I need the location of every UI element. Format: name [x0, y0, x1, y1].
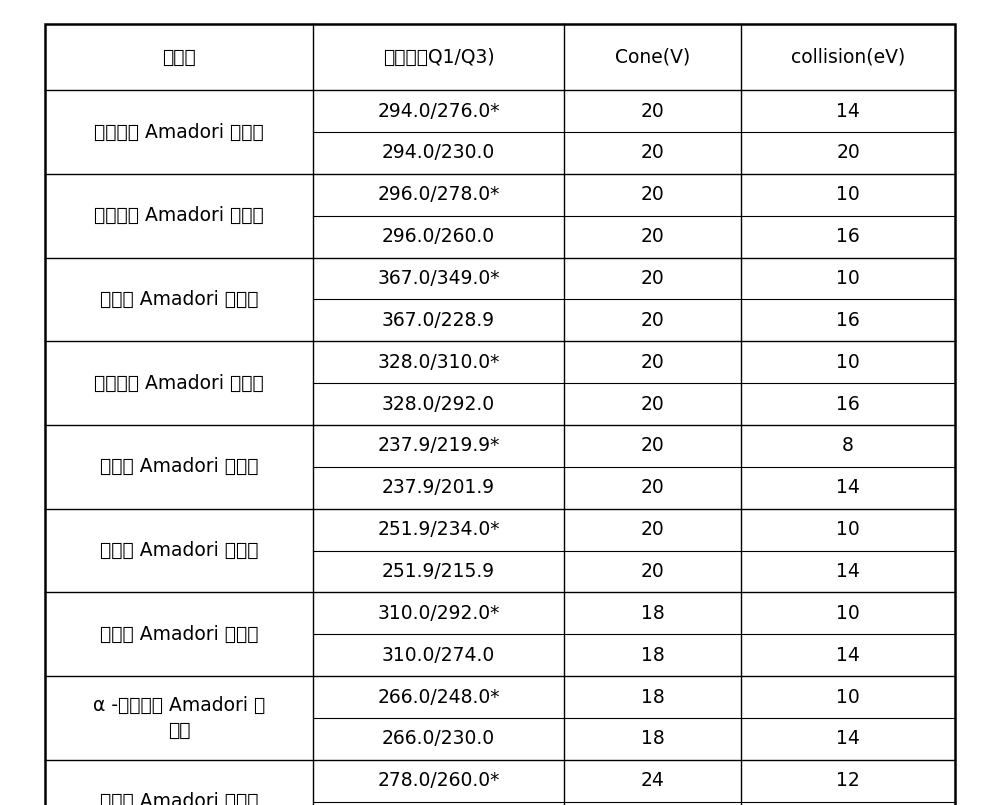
Text: 异亮氨酸 Amadori 化合物: 异亮氨酸 Amadori 化合物	[94, 122, 264, 142]
Text: 18: 18	[641, 687, 664, 707]
Text: 20: 20	[641, 520, 664, 539]
Text: 10: 10	[836, 269, 860, 288]
Text: 367.0/349.0*: 367.0/349.0*	[377, 269, 500, 288]
Text: 14: 14	[836, 478, 860, 497]
Text: 367.0/228.9: 367.0/228.9	[382, 311, 495, 330]
Text: 20: 20	[641, 227, 664, 246]
Text: 20: 20	[641, 143, 664, 163]
Text: 24: 24	[640, 771, 664, 791]
Text: 20: 20	[641, 269, 664, 288]
Text: 16: 16	[836, 394, 860, 414]
Text: 14: 14	[836, 646, 860, 665]
Text: 266.0/248.0*: 266.0/248.0*	[377, 687, 500, 707]
Text: 237.9/201.9: 237.9/201.9	[382, 478, 495, 497]
Text: 20: 20	[641, 311, 664, 330]
Text: 10: 10	[836, 185, 860, 204]
Text: 20: 20	[641, 436, 664, 456]
Text: 20: 20	[641, 101, 664, 121]
Text: 脸氨酸 Amadori 化合物: 脸氨酸 Amadori 化合物	[100, 792, 258, 805]
Text: 分析物: 分析物	[162, 47, 196, 67]
Text: 14: 14	[836, 101, 860, 121]
Text: 丙氨酸 Amadori 化合物: 丙氨酸 Amadori 化合物	[100, 541, 258, 560]
Text: 10: 10	[836, 687, 860, 707]
Text: 294.0/276.0*: 294.0/276.0*	[377, 101, 500, 121]
Text: α -氨基丁酸 Amadori 化
合物: α -氨基丁酸 Amadori 化 合物	[93, 696, 265, 740]
Text: 14: 14	[836, 562, 860, 581]
Text: 苯丙氨酸 Amadori 化合物: 苯丙氨酸 Amadori 化合物	[94, 374, 264, 393]
Text: 294.0/230.0: 294.0/230.0	[382, 143, 495, 163]
Text: 251.9/234.0*: 251.9/234.0*	[377, 520, 500, 539]
Text: 10: 10	[836, 353, 860, 372]
Text: 310.0/292.0*: 310.0/292.0*	[377, 604, 500, 623]
Text: 251.9/215.9: 251.9/215.9	[382, 562, 495, 581]
Text: collision(eV): collision(eV)	[791, 47, 905, 67]
Text: 20: 20	[641, 562, 664, 581]
Text: 328.0/292.0: 328.0/292.0	[382, 394, 495, 414]
Text: 20: 20	[641, 478, 664, 497]
Text: 8: 8	[842, 436, 854, 456]
Text: 20: 20	[641, 185, 664, 204]
Text: 甘氨酸 Amadori 化合物: 甘氨酸 Amadori 化合物	[100, 457, 258, 477]
Text: 237.9/219.9*: 237.9/219.9*	[377, 436, 500, 456]
Text: 谷氨酸 Amadori 化合物: 谷氨酸 Amadori 化合物	[100, 625, 258, 644]
Text: 14: 14	[836, 729, 860, 749]
Text: 12: 12	[836, 771, 860, 791]
Text: 310.0/274.0: 310.0/274.0	[382, 646, 495, 665]
Text: 16: 16	[836, 227, 860, 246]
Text: 离子对（Q1/Q3): 离子对（Q1/Q3)	[383, 47, 494, 67]
Text: 10: 10	[836, 520, 860, 539]
Text: 266.0/230.0: 266.0/230.0	[382, 729, 495, 749]
Text: Cone(V): Cone(V)	[615, 47, 690, 67]
Text: 16: 16	[836, 311, 860, 330]
Text: 18: 18	[641, 729, 664, 749]
Text: 10: 10	[836, 604, 860, 623]
Text: 20: 20	[836, 143, 860, 163]
Text: 278.0/260.0*: 278.0/260.0*	[377, 771, 500, 791]
Text: 20: 20	[641, 353, 664, 372]
Text: 296.0/278.0*: 296.0/278.0*	[377, 185, 500, 204]
Text: 色氨酸 Amadori 化合物: 色氨酸 Amadori 化合物	[100, 290, 258, 309]
Text: 20: 20	[641, 394, 664, 414]
Text: 18: 18	[641, 646, 664, 665]
Text: 18: 18	[641, 604, 664, 623]
Text: 天冬氨酸 Amadori 化合物: 天冬氨酸 Amadori 化合物	[94, 206, 264, 225]
Text: 328.0/310.0*: 328.0/310.0*	[377, 353, 500, 372]
Text: 296.0/260.0: 296.0/260.0	[382, 227, 495, 246]
